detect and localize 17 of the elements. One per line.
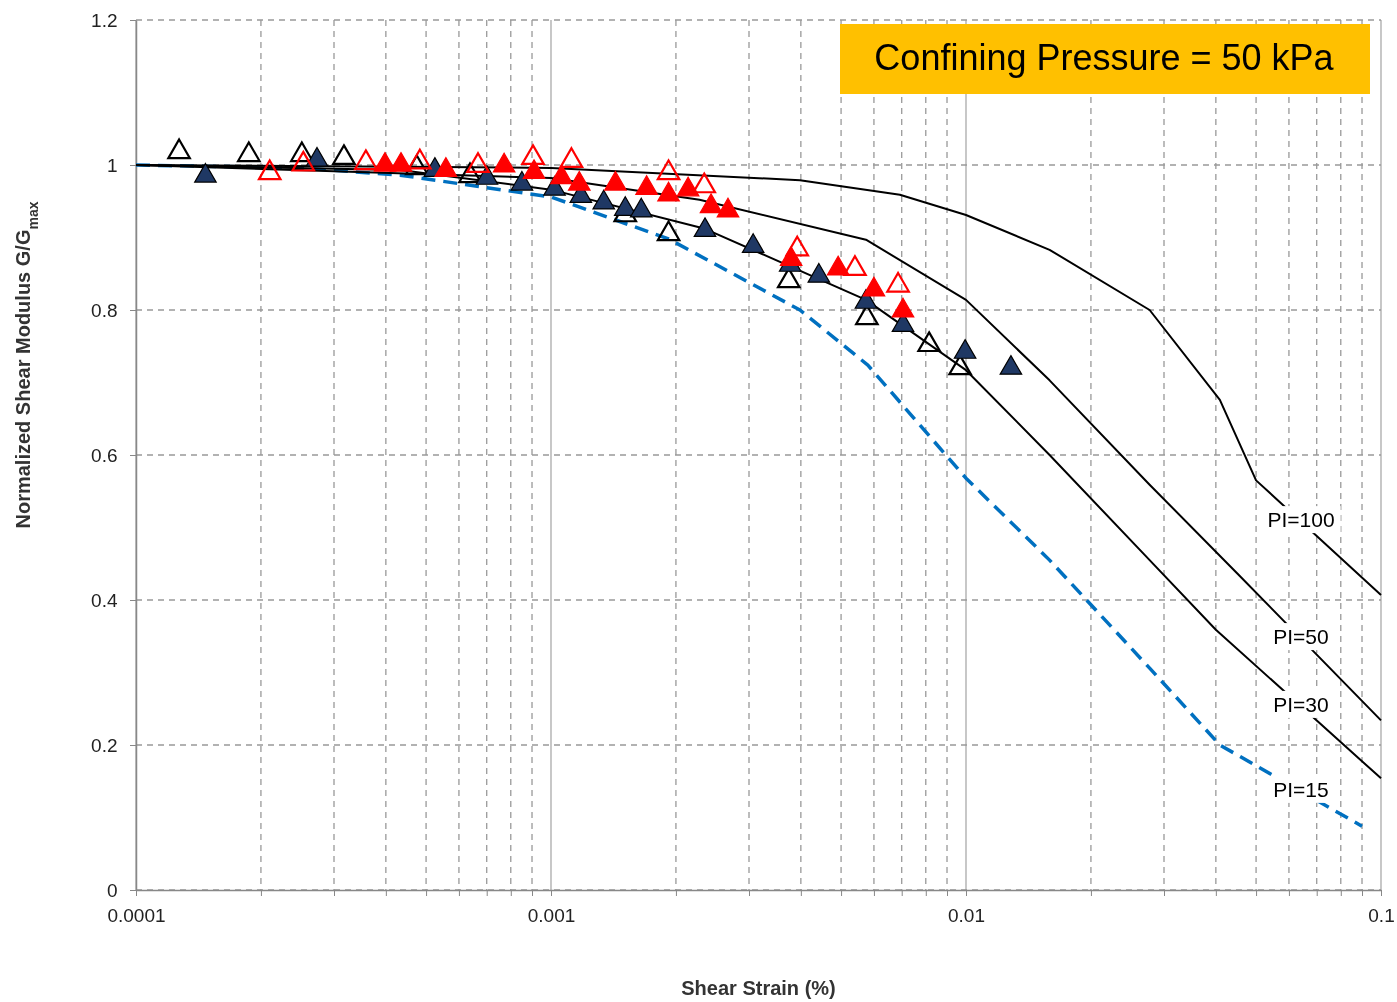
x-tick-label: 0.01 [948,904,985,926]
series-label: PI=50 [1273,625,1329,649]
y-tick-label: 0.6 [91,444,118,466]
series-label: PI=15 [1273,777,1329,801]
series-label: PI=100 [1267,508,1335,532]
y-tick-label: 0.8 [91,299,118,321]
series-label: PI=30 [1273,692,1329,716]
y-tick-label: 1.2 [91,9,118,31]
y-tick-label: 1 [106,154,118,176]
y-tick-label: 0.2 [91,734,118,756]
x-tick-label: 0.1 [1368,904,1395,926]
y-tick-label: 0 [106,879,118,901]
x-tick-label: 0.001 [527,904,576,926]
x-tick-label: 0.0001 [107,904,166,926]
x-axis-title: Shear Strain (%) [681,977,836,999]
text: Confining Pressure = 50 kPa [874,36,1335,78]
y-tick-label: 0.4 [91,589,118,611]
